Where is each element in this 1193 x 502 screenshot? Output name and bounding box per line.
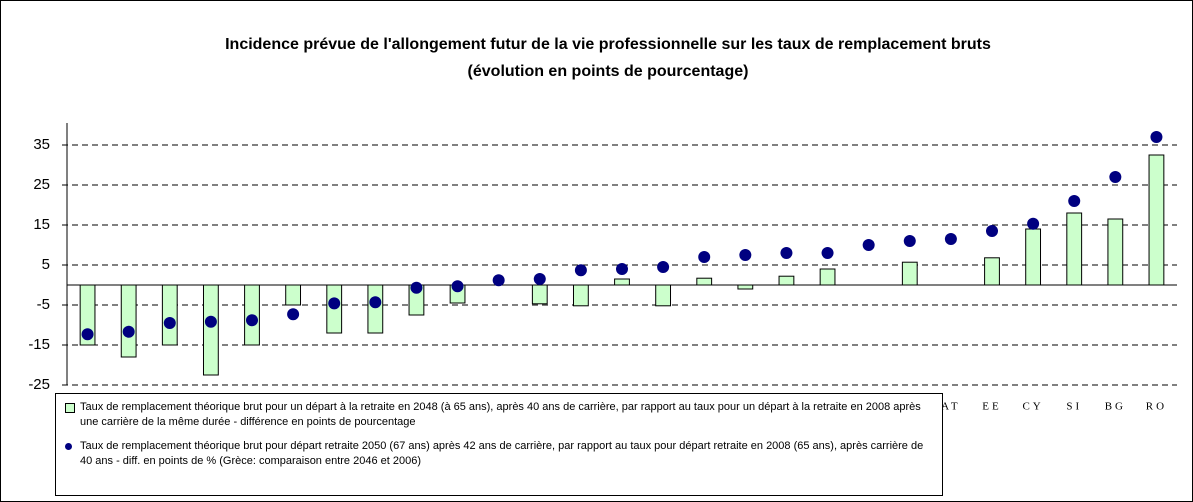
dot	[574, 264, 587, 277]
bar	[655, 284, 672, 307]
y-tick-label: -15	[28, 336, 50, 353]
dot	[246, 314, 258, 327]
dot	[986, 225, 998, 237]
legend-label: Taux de remplacement théorique brut pour…	[80, 401, 921, 428]
dot	[1027, 217, 1040, 230]
dot	[163, 317, 176, 329]
dot	[821, 247, 834, 259]
legend: Taux de remplacement théorique brut pour…	[55, 393, 943, 496]
y-tick-label: 15	[33, 216, 50, 233]
x-tick-label: AT	[941, 401, 960, 413]
dot	[739, 249, 752, 261]
bar	[984, 257, 1000, 286]
dot	[492, 274, 505, 287]
y-tick-label: -5	[37, 296, 50, 313]
x-tick-label: RO	[1146, 401, 1167, 413]
bar	[202, 284, 219, 376]
legend-marker	[65, 403, 75, 413]
dot	[328, 297, 341, 310]
y-tick-label: -25	[28, 376, 50, 393]
dot	[122, 325, 135, 338]
dot	[451, 280, 464, 293]
bar	[614, 278, 630, 286]
dot	[204, 315, 217, 328]
bar	[1107, 218, 1124, 286]
legend-item: Taux de remplacement théorique brut pour…	[62, 400, 936, 430]
dot	[1109, 171, 1122, 183]
bar	[819, 268, 836, 286]
bar	[285, 284, 302, 306]
dot	[616, 263, 628, 275]
x-tick-label: CY	[1022, 401, 1043, 413]
dot	[1068, 195, 1081, 207]
bar	[737, 284, 754, 290]
dot	[287, 308, 300, 321]
dot	[369, 296, 382, 309]
dot	[1150, 131, 1163, 143]
bar	[161, 284, 178, 346]
bar	[1066, 212, 1083, 286]
dot	[862, 239, 875, 251]
chart-subtitle: (évolution en points de pourcentage)	[468, 63, 749, 80]
dot	[657, 261, 670, 273]
dot	[698, 251, 711, 263]
bar	[1025, 228, 1042, 286]
bar	[696, 277, 713, 286]
bar	[572, 284, 589, 307]
y-tick-label: 5	[42, 256, 50, 273]
x-tick-label: SI	[1066, 401, 1082, 413]
x-tick-label: EE	[982, 401, 1001, 413]
legend-label: Taux de remplacement théorique brut pour…	[80, 440, 924, 467]
bar	[531, 284, 548, 305]
dot	[780, 247, 793, 259]
legend-marker	[65, 443, 72, 450]
bar	[778, 275, 795, 286]
bar	[367, 284, 384, 334]
legend-item: Taux de remplacement théorique brut pour…	[62, 439, 936, 469]
dot	[81, 328, 94, 341]
y-tick-label: 25	[33, 176, 50, 193]
dot	[903, 235, 916, 247]
x-tick-label: BG	[1105, 401, 1126, 413]
chart-title: Incidence prévue de l'allongement futur …	[225, 36, 991, 53]
dot	[944, 233, 957, 245]
dot	[533, 273, 546, 285]
y-tick-label: 35	[33, 136, 50, 153]
bar	[901, 261, 918, 286]
dot	[410, 281, 423, 294]
bar	[1148, 154, 1165, 286]
bar	[120, 284, 137, 358]
